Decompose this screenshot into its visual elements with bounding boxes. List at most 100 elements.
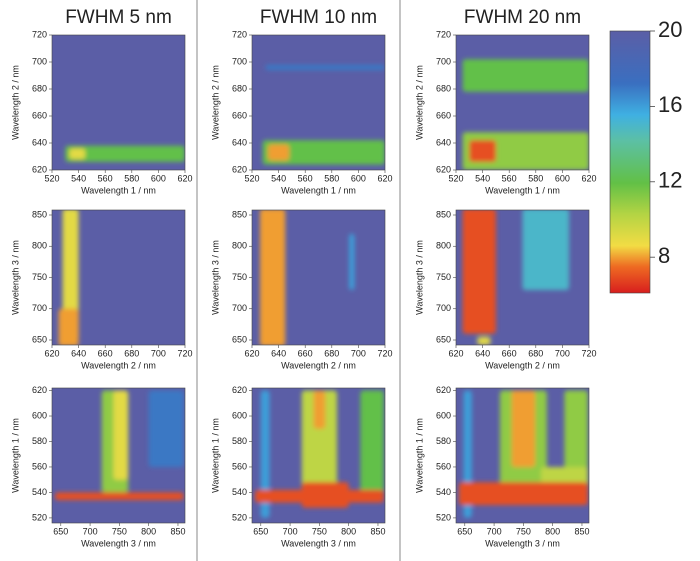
heatmap-region [511, 390, 536, 467]
colorbar-tick-label: 16 [658, 92, 682, 117]
colorbar [609, 30, 651, 294]
heatmap-region [69, 148, 86, 160]
heatmap [252, 35, 385, 170]
x-tick-label: 640 [271, 348, 286, 358]
heatmap [252, 388, 385, 523]
y-tick-label: 650 [436, 334, 451, 344]
y-axis-label: Wavelength 3 / nm [414, 240, 424, 315]
x-tick-label: 580 [324, 173, 339, 183]
heatmap-region [477, 336, 491, 345]
heatmap-region [113, 390, 129, 480]
x-axis-label: Wavelength 1 / nm [281, 185, 356, 195]
y-tick-label: 650 [32, 334, 47, 344]
x-axis-label: Wavelength 3 / nm [485, 538, 560, 548]
x-tick-label: 600 [151, 173, 166, 183]
y-tick-label: 600 [232, 410, 247, 420]
heatmap [456, 210, 589, 345]
heatmap-region [259, 210, 286, 345]
y-tick-label: 580 [232, 436, 247, 446]
x-tick-label: 750 [112, 526, 127, 536]
y-tick-label: 520 [232, 512, 247, 522]
heatmap [52, 210, 185, 345]
x-tick-label: 650 [457, 526, 472, 536]
heatmap-features [254, 390, 384, 518]
y-tick-label: 580 [32, 436, 47, 446]
x-tick-label: 680 [124, 348, 139, 358]
heatmap-region [301, 390, 337, 493]
x-tick-label: 680 [324, 348, 339, 358]
heatmap-features [458, 390, 588, 518]
y-tick-label: 620 [32, 385, 47, 395]
x-tick-label: 620 [244, 348, 259, 358]
y-tick-label: 750 [32, 272, 47, 282]
x-tick-label: 540 [271, 173, 286, 183]
x-tick-label: 720 [377, 348, 392, 358]
heatmap-region [458, 482, 588, 506]
x-tick-label: 700 [151, 348, 166, 358]
x-axis-label: Wavelength 2 / nm [485, 360, 560, 370]
heatmap-region [349, 233, 355, 290]
heatmap-region [267, 144, 290, 161]
y-axis-label: Wavelength 1 / nm [10, 418, 20, 493]
heatmap-features [262, 64, 385, 165]
x-axis-label: Wavelength 2 / nm [81, 360, 156, 370]
x-tick-label: 850 [370, 526, 385, 536]
y-tick-label: 720 [436, 29, 451, 39]
y-tick-label: 660 [32, 110, 47, 120]
y-axis-label: Wavelength 1 / nm [414, 418, 424, 493]
y-axis-label: Wavelength 2 / nm [210, 65, 220, 140]
x-tick-label: 720 [177, 348, 192, 358]
x-tick-label: 620 [581, 173, 596, 183]
y-tick-label: 680 [436, 83, 451, 93]
column-title: FWHM 10 nm [260, 7, 377, 28]
x-tick-label: 620 [448, 348, 463, 358]
y-tick-label: 560 [32, 461, 47, 471]
heatmap-region [522, 210, 570, 290]
x-tick-label: 800 [341, 526, 356, 536]
heatmap-region [262, 140, 385, 165]
heatmap-region [469, 140, 496, 162]
y-tick-label: 640 [32, 137, 47, 147]
y-tick-label: 560 [436, 461, 451, 471]
y-tick-label: 850 [32, 209, 47, 219]
heatmap [52, 388, 185, 523]
y-tick-label: 700 [232, 56, 247, 66]
heatmap-region [265, 64, 385, 71]
y-tick-label: 800 [232, 241, 247, 251]
x-tick-label: 540 [71, 173, 86, 183]
plot-frame [455, 387, 590, 524]
y-tick-label: 750 [436, 272, 451, 282]
y-tick-label: 650 [232, 334, 247, 344]
x-tick-label: 560 [98, 173, 113, 183]
y-tick-label: 620 [436, 385, 451, 395]
x-tick-label: 750 [312, 526, 327, 536]
y-tick-label: 600 [32, 410, 47, 420]
x-tick-label: 580 [528, 173, 543, 183]
heatmap-region [462, 59, 589, 92]
x-axis-label: Wavelength 2 / nm [281, 360, 356, 370]
x-tick-label: 640 [71, 348, 86, 358]
x-tick-label: 800 [141, 526, 156, 536]
heatmap-region [260, 390, 270, 518]
y-axis-label: Wavelength 3 / nm [10, 240, 20, 315]
x-tick-label: 700 [283, 526, 298, 536]
y-tick-label: 600 [436, 410, 451, 420]
y-tick-label: 620 [436, 164, 451, 174]
y-tick-label: 850 [232, 209, 247, 219]
x-tick-label: 660 [502, 348, 517, 358]
plot-frame [251, 387, 386, 524]
heatmap-region [148, 390, 184, 467]
plot-frame [51, 387, 186, 524]
x-tick-label: 660 [98, 348, 113, 358]
y-tick-label: 700 [436, 303, 451, 313]
y-tick-label: 620 [232, 385, 247, 395]
y-axis-label: Wavelength 2 / nm [10, 65, 20, 140]
y-tick-label: 540 [232, 487, 247, 497]
y-tick-label: 850 [436, 209, 451, 219]
plot-frame [455, 34, 590, 171]
x-tick-label: 700 [83, 526, 98, 536]
y-tick-label: 540 [436, 487, 451, 497]
y-tick-label: 540 [32, 487, 47, 497]
heatmap [252, 210, 385, 345]
y-axis-label: Wavelength 3 / nm [210, 240, 220, 315]
